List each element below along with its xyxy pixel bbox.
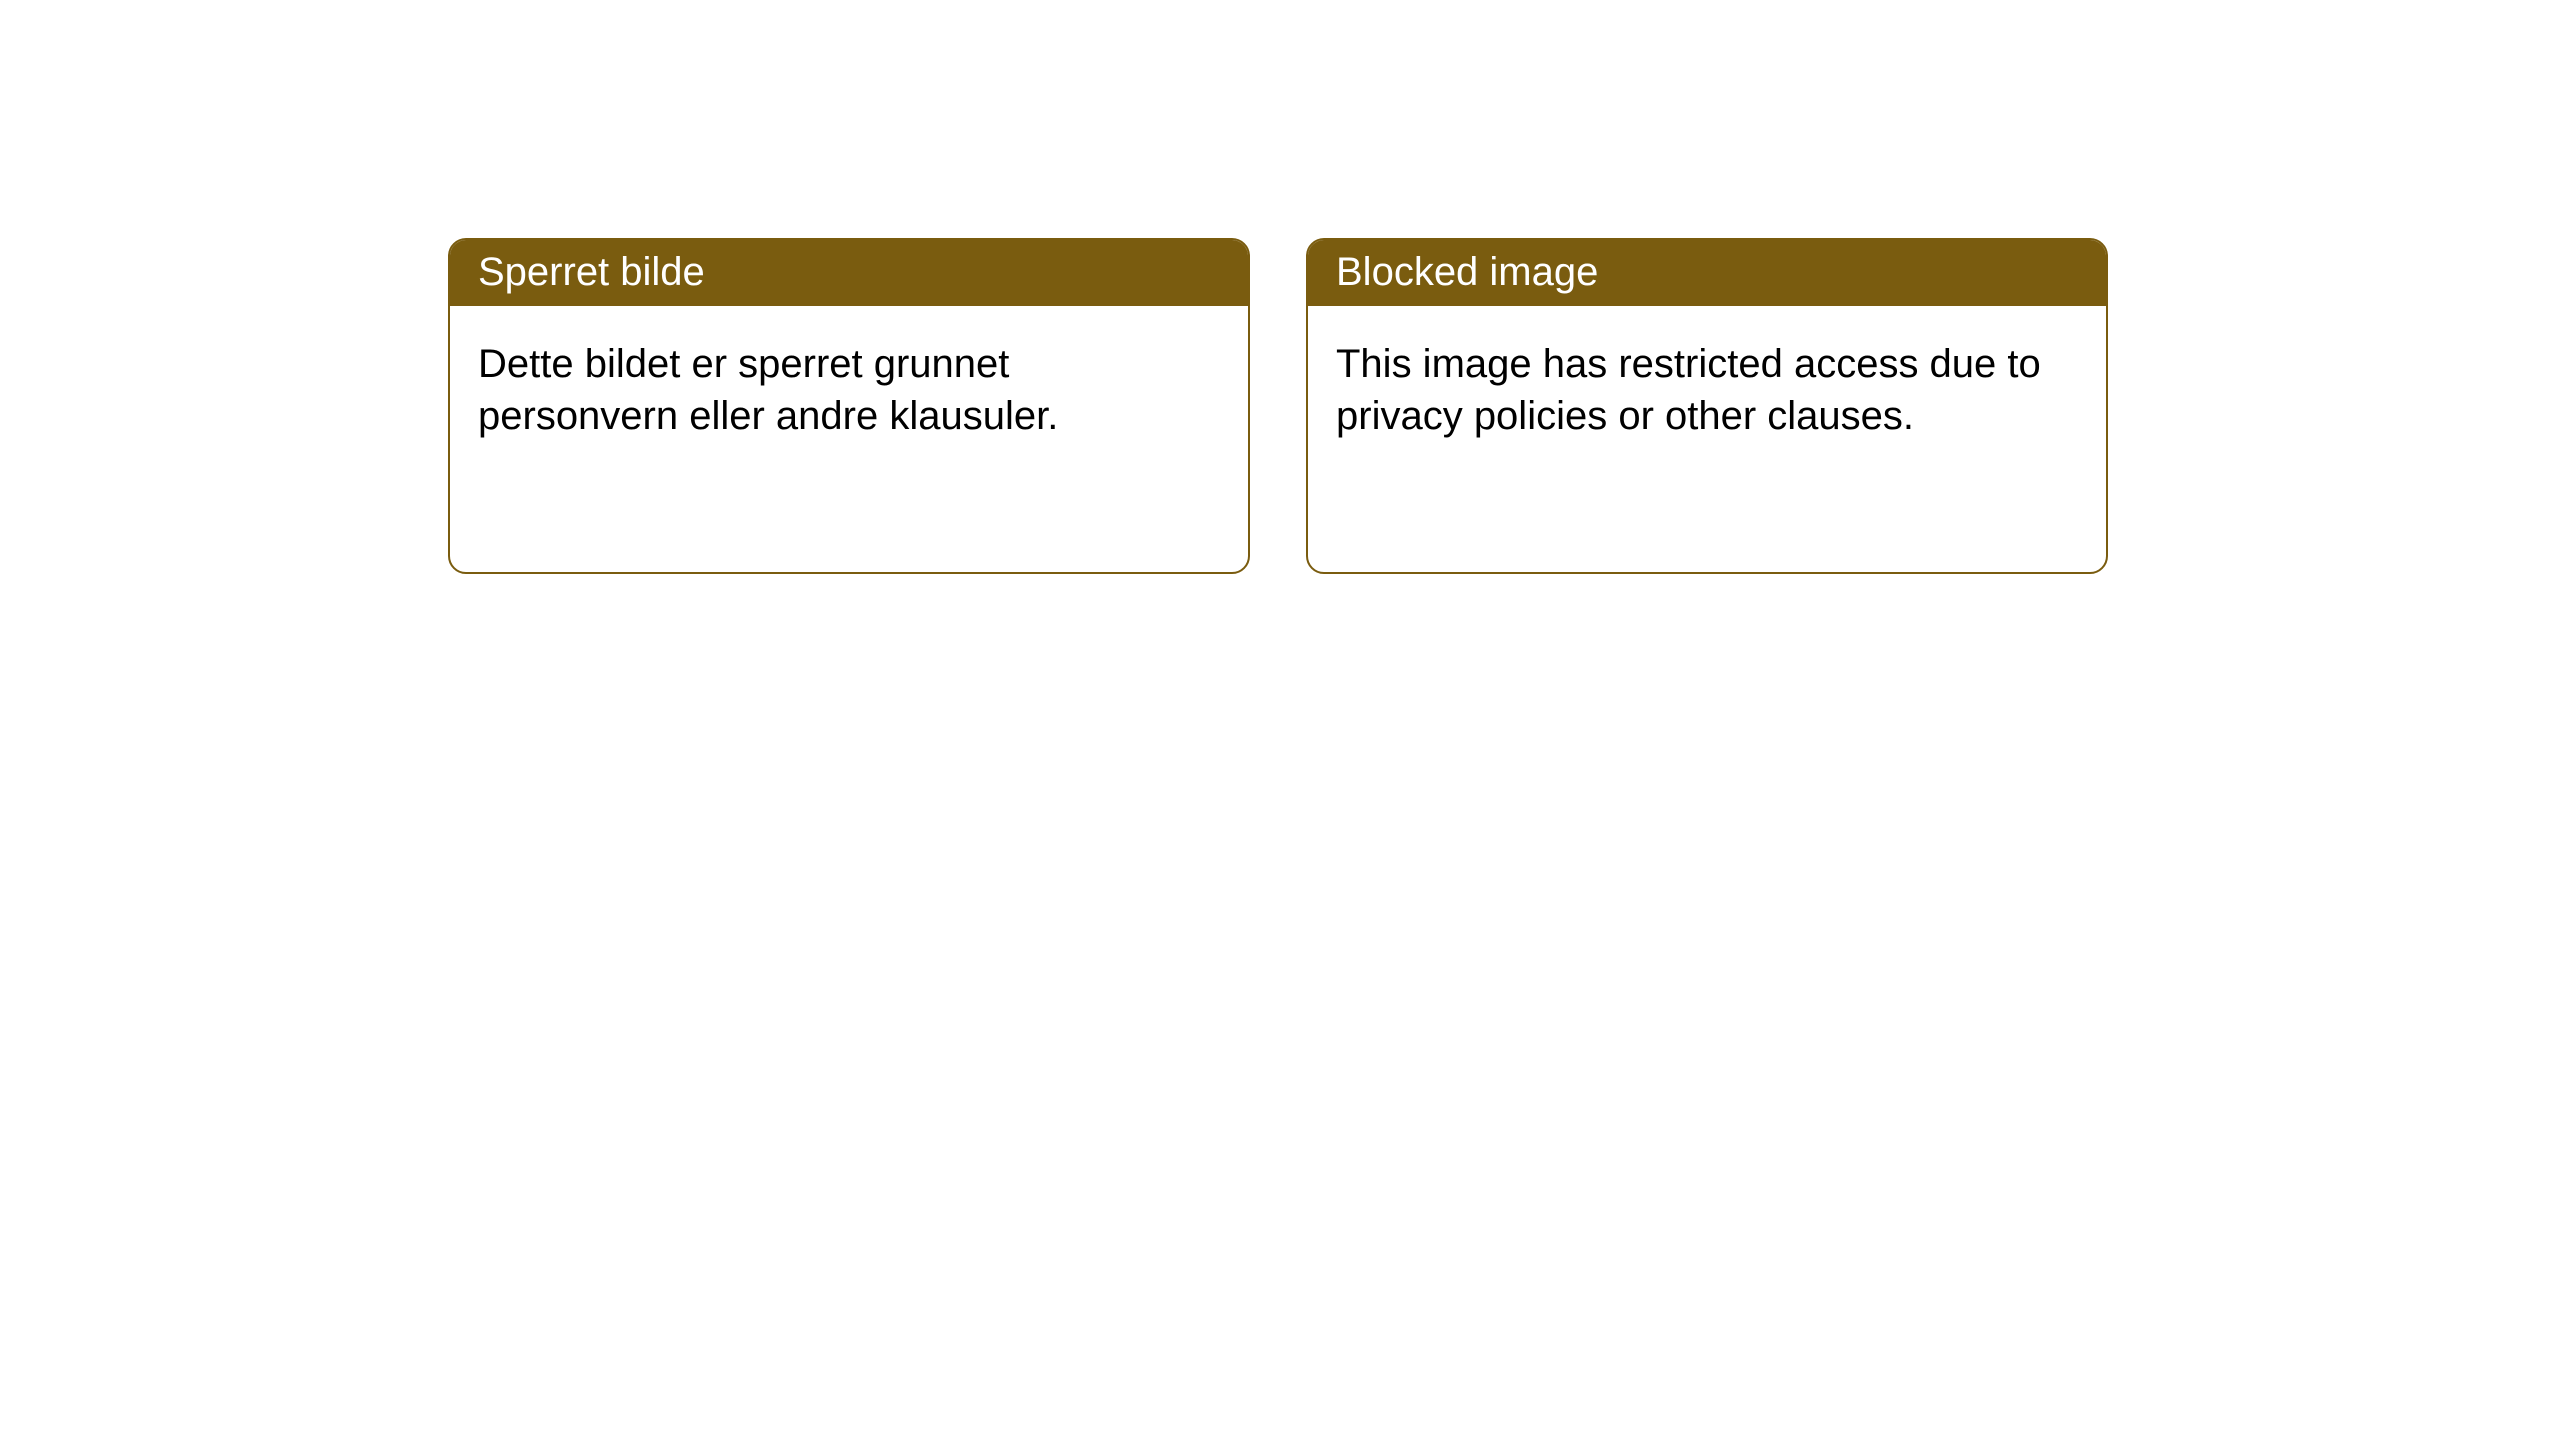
- notice-body-english: This image has restricted access due to …: [1308, 306, 2106, 474]
- notice-header-norwegian: Sperret bilde: [450, 240, 1248, 306]
- notice-body-norwegian: Dette bildet er sperret grunnet personve…: [450, 306, 1248, 474]
- notice-header-english: Blocked image: [1308, 240, 2106, 306]
- notice-message: This image has restricted access due to …: [1336, 342, 2041, 438]
- notice-title: Sperret bilde: [478, 250, 705, 294]
- notice-card-norwegian: Sperret bilde Dette bildet er sperret gr…: [448, 238, 1250, 574]
- notice-card-english: Blocked image This image has restricted …: [1306, 238, 2108, 574]
- notice-message: Dette bildet er sperret grunnet personve…: [478, 342, 1058, 438]
- notice-title: Blocked image: [1336, 250, 1598, 294]
- notice-container: Sperret bilde Dette bildet er sperret gr…: [0, 0, 2560, 574]
